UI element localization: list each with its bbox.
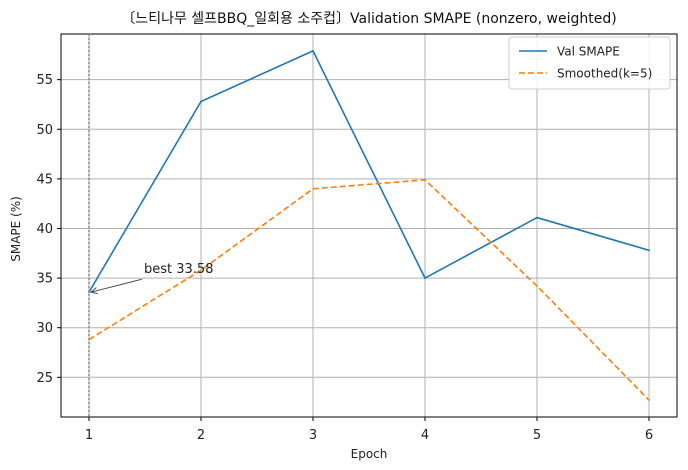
annotation-arrow (90, 278, 143, 293)
data-point (200, 100, 202, 103)
x-tick-label: 3 (309, 428, 317, 443)
y-tick-label: 30 (36, 321, 53, 336)
data-point (648, 249, 650, 252)
x-tick-label: 1 (85, 428, 93, 443)
x-tick-label: 6 (645, 428, 653, 443)
data-point (536, 285, 538, 287)
annotation-arrowhead (89, 287, 98, 295)
legend-box (508, 36, 671, 90)
best-annotation: best 33.58 (89, 262, 213, 295)
legend: Val SMAPE Smoothed(k=5) (508, 36, 671, 90)
x-tick-label: 5 (533, 428, 541, 443)
data-point (200, 269, 202, 271)
y-tick-label: 40 (36, 222, 53, 237)
data-point (312, 50, 314, 52)
y-tick-label: 45 (36, 172, 53, 187)
chart-title: 〔느티나무 셀프BBQ_일회용 소주컵〕Validation SMAPE (no… (121, 11, 616, 27)
series-layer (88, 50, 650, 401)
legend-label: Smoothed(k=5) (557, 67, 652, 81)
x-tick-label: 2 (197, 428, 205, 443)
annotation-label: best 33.58 (144, 262, 213, 277)
x-tick-label: 4 (421, 428, 429, 443)
grid-lines (61, 34, 677, 417)
data-point (312, 187, 314, 190)
data-point (424, 277, 426, 279)
legend-label: Val SMAPE (557, 45, 620, 59)
y-tick-label: 35 (36, 272, 53, 287)
series-line-smoothed-k-5- (88, 179, 650, 401)
data-point (536, 216, 538, 219)
y-tick-label: 55 (36, 73, 53, 88)
plot-area-frame (60, 33, 678, 418)
y-axis-label: SMAPE (%) (9, 196, 23, 262)
y-tick-label: 25 (36, 371, 53, 386)
x-axis-label: Epoch (351, 447, 388, 461)
data-point (424, 179, 426, 181)
y-tick-label: 50 (36, 123, 53, 138)
data-point (648, 399, 650, 401)
series-line-val-smape (88, 50, 650, 293)
